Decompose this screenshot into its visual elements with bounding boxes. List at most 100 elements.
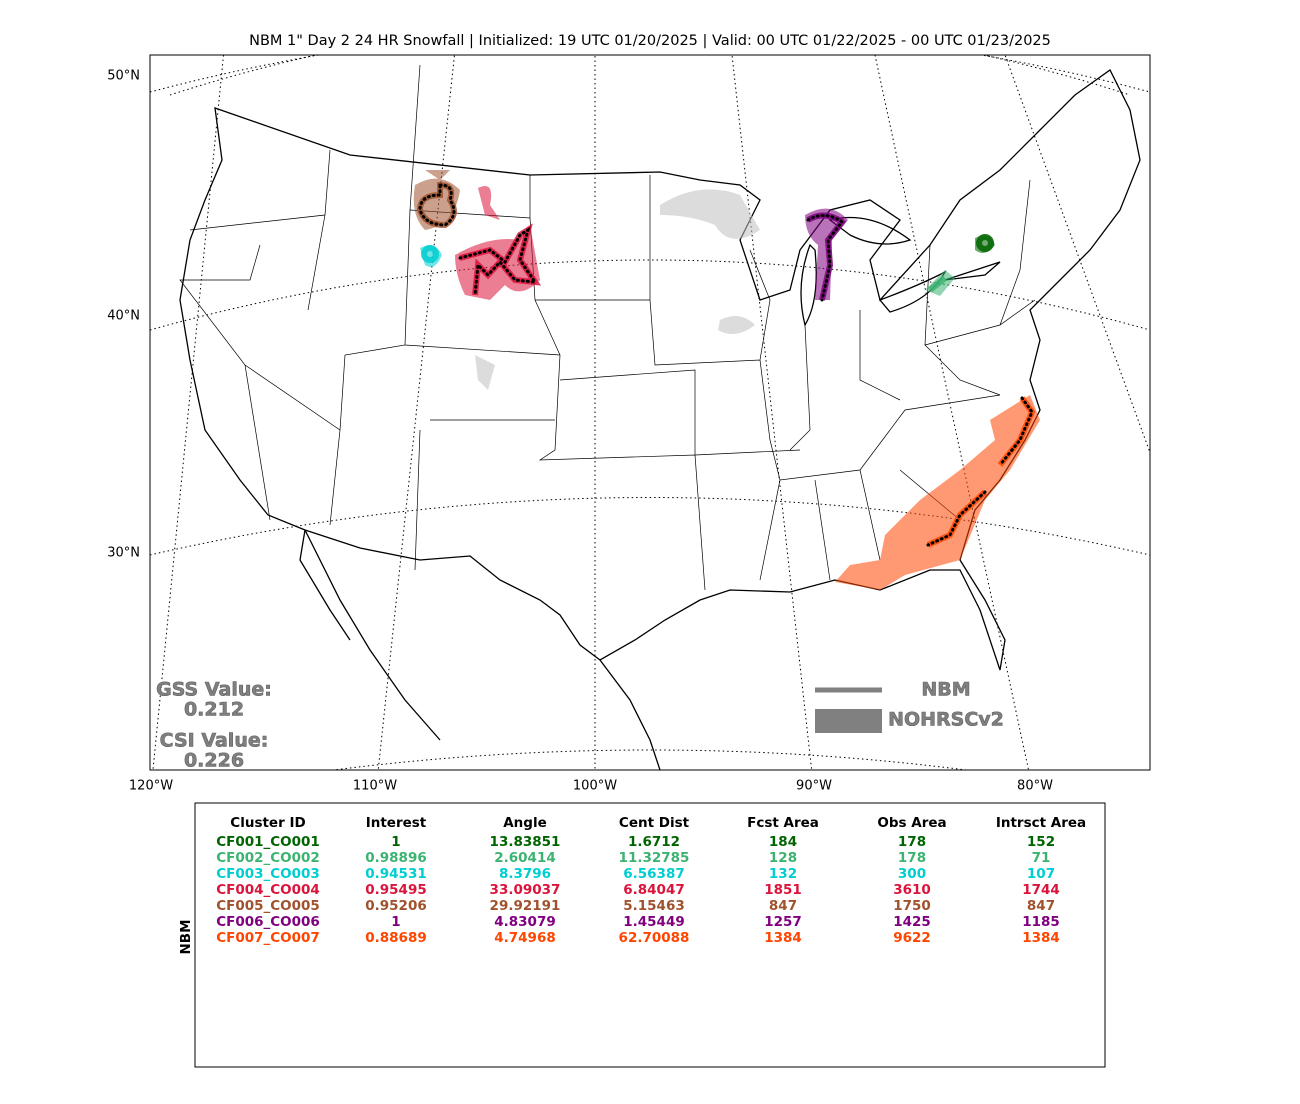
column-header: Cluster ID: [230, 815, 305, 831]
table-cell: CF004_CO004: [216, 882, 320, 898]
table-cell: 62.70088: [619, 930, 690, 946]
table-cell: 1744: [1022, 882, 1060, 898]
table-cell: 184: [769, 834, 797, 850]
table-cell: 9622: [893, 930, 931, 946]
csi-label: CSI Value:: [160, 730, 269, 752]
forecast-area: [421, 245, 439, 263]
table-cell: 6.84047: [623, 882, 685, 898]
table-cell: 847: [769, 898, 797, 914]
table-cell: 6.56387: [623, 866, 685, 882]
legend-label: NOHRSCv2: [888, 709, 1004, 731]
coastline: [299, 529, 441, 741]
table-cell: 300: [898, 866, 926, 882]
forecast-area: [976, 234, 994, 252]
table-cell: 1851: [764, 882, 802, 898]
table-cell: 4.74968: [494, 930, 556, 946]
meridian: [152, 55, 225, 770]
lon-label: 80°W: [1017, 779, 1053, 794]
table-cell: 11.32785: [619, 850, 690, 866]
parallel: [150, 497, 1150, 556]
parallel: [169, 55, 1131, 96]
table-cell: 13.83851: [490, 834, 561, 850]
table-cell: CF002_CO002: [216, 850, 320, 866]
table-cell: CF001_CO001: [216, 834, 320, 850]
stats-table: NBM Cluster ID Interest Angle Cent Dist Fcst…: [178, 802, 1106, 1068]
column-header: Intrsct Area: [996, 815, 1086, 831]
table-cell: CF005_CO005: [216, 898, 320, 914]
table-cell: 33.09037: [490, 882, 561, 898]
lat-label: 50°N: [107, 69, 140, 84]
table-cell: 0.95206: [365, 898, 427, 914]
legend-label: NBM: [921, 679, 970, 701]
column-header: Interest: [366, 815, 427, 831]
lon-label: 90°W: [796, 779, 832, 794]
parallel: [330, 749, 970, 770]
table-cell: CF007_CO007: [216, 930, 320, 946]
lat-label: 30°N: [107, 546, 140, 561]
table-cell: 0.88689: [365, 930, 427, 946]
csi-value: 0.226: [184, 750, 244, 772]
table-cell: 8.3796: [499, 866, 551, 882]
lat-label: 40°N: [107, 309, 140, 324]
meridian: [1004, 55, 1150, 455]
parallel: [150, 55, 1150, 93]
forecast-centerline: [458, 226, 539, 297]
table-cell: 0.94531: [365, 866, 427, 882]
map-frame: [149, 54, 1151, 771]
table-cell: 4.83079: [494, 914, 556, 930]
table-cell: 5.15463: [623, 898, 685, 914]
table-cell: 1257: [764, 914, 802, 930]
observed-areas: [413, 170, 1040, 590]
table-cell: 29.92191: [490, 898, 561, 914]
table-cell: 847: [1027, 898, 1055, 914]
forecast-centerline: [418, 183, 456, 227]
table-cell: 2.60414: [494, 850, 556, 866]
lon-label: 110°W: [353, 779, 397, 794]
table-cell: 178: [898, 834, 926, 850]
table-cell: 1384: [764, 930, 802, 946]
lon-label: 120°W: [129, 779, 173, 794]
legend-patch: [815, 709, 882, 733]
table-cell: 0.98896: [365, 850, 427, 866]
column-header: Fcst Area: [747, 815, 819, 831]
table-cell: 3610: [893, 882, 931, 898]
table-cell: 0.95495: [365, 882, 427, 898]
forecast-centerline: [806, 214, 845, 302]
table-cell: 1.6712: [628, 834, 680, 850]
table-cell: CF006_CO006: [216, 914, 320, 930]
table-cell: 128: [769, 850, 797, 866]
table-frame: [194, 802, 1106, 1068]
table-cell: 152: [1027, 834, 1055, 850]
table-cell: 107: [1027, 866, 1055, 882]
side-label: NBM: [178, 919, 194, 954]
coastline: [599, 659, 661, 770]
forecast-areas: [416, 181, 1036, 548]
table-cell: 1750: [893, 898, 931, 914]
table-cell: 1: [391, 834, 400, 850]
map-title: NBM 1" Day 2 24 HR Snowfall | Initialize…: [249, 33, 1051, 49]
table-cell: 1.45449: [623, 914, 685, 930]
table-cell: 1: [391, 914, 400, 930]
table-cell: 132: [769, 866, 797, 882]
gss-label: GSS Value:: [156, 679, 272, 701]
gss-value: 0.212: [184, 699, 244, 721]
observed-area: [835, 395, 1040, 590]
coastline: [179, 69, 1141, 671]
table-cell: 71: [1032, 850, 1051, 866]
column-header: Angle: [503, 815, 547, 831]
state-lines: [179, 64, 1036, 591]
observed-area: [475, 189, 760, 390]
forecast-centerline: [926, 396, 1034, 547]
table-cell: 1425: [893, 914, 931, 930]
column-header: Obs Area: [877, 815, 946, 831]
table-cell: CF003_CO003: [216, 866, 320, 882]
table-cell: 1384: [1022, 930, 1060, 946]
column-header: Cent Dist: [619, 815, 690, 831]
map: 50°N 40°N 30°N 120°W 110°W 100°W 90°W 80…: [107, 54, 1151, 794]
table-cell: 1185: [1022, 914, 1060, 930]
meridian: [874, 55, 1030, 770]
table-cell: 178: [898, 850, 926, 866]
meridian: [731, 55, 813, 770]
forecast-area: [928, 275, 947, 293]
